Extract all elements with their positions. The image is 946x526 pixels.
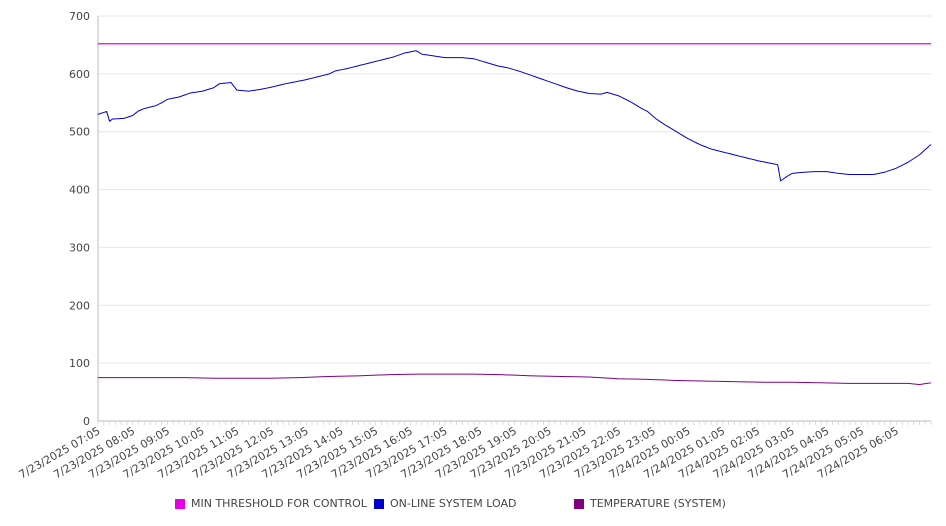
chart-series xyxy=(97,43,932,386)
legend-label: ON-LINE SYSTEM LOAD xyxy=(390,497,517,510)
y-tick-label: 700 xyxy=(69,10,90,23)
legend-item-temperature[interactable]: TEMPERATURE (SYSTEM) xyxy=(574,497,726,510)
y-tick-label: 200 xyxy=(69,299,90,312)
y-axis: 0 100 200 300 400 500 600 700 xyxy=(69,10,99,428)
series-line-temperature-system xyxy=(98,373,932,386)
legend-label: TEMPERATURE (SYSTEM) xyxy=(590,497,726,510)
series-line-on-line-system-load xyxy=(97,50,932,182)
x-axis: 7/23/2025 07:057/23/2025 08:057/23/2025 … xyxy=(17,420,932,481)
chart-legend: MIN THRESHOLD FOR CONTROL ON-LINE SYSTEM… xyxy=(0,497,946,515)
legend-item-min-threshold[interactable]: MIN THRESHOLD FOR CONTROL xyxy=(175,497,367,510)
y-tick-label: 400 xyxy=(69,184,90,197)
legend-swatch-blue xyxy=(374,498,384,509)
legend-item-system-load[interactable]: ON-LINE SYSTEM LOAD xyxy=(374,497,516,510)
y-tick-label: 0 xyxy=(83,415,90,428)
y-tick-label: 300 xyxy=(69,241,90,254)
legend-swatch-purple xyxy=(574,498,584,509)
legend-label: MIN THRESHOLD FOR CONTROL xyxy=(191,497,367,510)
y-tick-label: 500 xyxy=(69,126,90,139)
y-tick-label: 100 xyxy=(69,357,90,370)
y-tick-label: 600 xyxy=(69,68,90,81)
chart-grid xyxy=(98,15,931,422)
legend-swatch-magenta xyxy=(175,498,185,509)
